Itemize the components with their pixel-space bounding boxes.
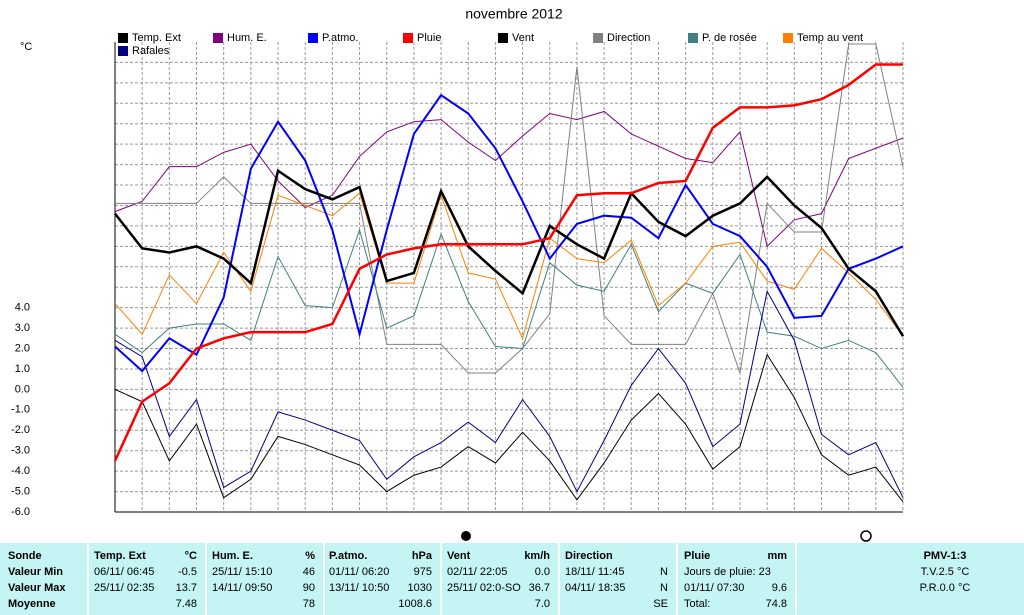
y-tick-label: 1.0: [15, 363, 30, 375]
legend-marker: [118, 33, 128, 43]
column-unit: km/h: [524, 550, 550, 562]
cell-value: 7.0: [535, 598, 550, 610]
row-label: Valeur Min: [8, 566, 63, 578]
cell-value: 36.7: [529, 582, 550, 594]
legend-label: Hum. E.: [227, 32, 267, 44]
legend-marker: [213, 33, 223, 43]
column-header: Pluie: [684, 550, 710, 562]
cell-label: 14/11/ 09:50: [212, 582, 272, 594]
table-background: [0, 543, 1024, 615]
cell-label: 25/11/ 02:35: [94, 582, 154, 594]
y-tick-label: 2.0: [15, 342, 30, 354]
y-tick-label: -6.0: [11, 506, 30, 518]
column-header: Vent: [447, 550, 471, 562]
legend-label: P. de rosée: [702, 32, 757, 44]
y-tick-label: -5.0: [11, 485, 30, 497]
row-label: Valeur Max: [8, 582, 66, 594]
cell-value: N: [660, 566, 668, 578]
cell-value: 9.6: [772, 582, 787, 594]
cell-value: 90: [303, 582, 315, 594]
series-line: [113, 63, 903, 462]
legend-marker: [498, 33, 508, 43]
moon-full: [461, 531, 471, 541]
row-label: Moyenne: [8, 598, 56, 610]
series-line: [114, 353, 904, 503]
cell-value: -0.5: [178, 566, 197, 578]
column-unit: °C: [185, 550, 197, 562]
legend-marker: [308, 33, 318, 43]
cell-value: 74.8: [766, 598, 787, 610]
pmv-line: T.V.2.5 °C: [921, 566, 970, 578]
y-tick-label: -3.0: [11, 445, 30, 457]
cell-value: 46: [303, 566, 315, 578]
cell-label: Jours de pluie: 23: [684, 566, 771, 578]
cell-label: Total:: [684, 598, 710, 610]
column-unit: %: [305, 550, 315, 562]
y-tick-label: -1.0: [11, 404, 30, 416]
legend-label: Vent: [512, 32, 534, 44]
legend-marker: [593, 33, 603, 43]
cell-label: 02/11/ 22:05: [447, 566, 507, 578]
y-tick-label: 4.0: [15, 302, 30, 314]
y-unit: °C: [20, 41, 32, 53]
y-tick-label: -4.0: [11, 465, 30, 477]
cell-label: 25/11/ 02:0-SO: [447, 582, 521, 594]
cell-value: SE: [653, 598, 668, 610]
cell-value: N: [660, 582, 668, 594]
legend-marker: [783, 33, 793, 43]
cell-label: 04/11/ 18:35: [565, 582, 625, 594]
cell-value: 1030: [408, 582, 432, 594]
cell-label: 06/11/ 06:45: [94, 566, 154, 578]
cell-label: 13/11/ 10:50: [329, 582, 389, 594]
legend-marker: [403, 33, 413, 43]
column-header: Direction: [565, 550, 613, 562]
series-line: [114, 168, 905, 337]
cell-label: 01/11/ 06:20: [329, 566, 389, 578]
legend-label: P.atmo.: [322, 32, 359, 44]
series-line: [114, 289, 904, 498]
legend-label: Temp au vent: [797, 32, 863, 44]
pmv-title: PMV-1:3: [924, 550, 967, 562]
cell-value: 78: [303, 598, 315, 610]
series-line: [114, 192, 904, 340]
legend-marker: [688, 33, 698, 43]
column-unit: hPa: [412, 550, 433, 562]
series-line: [114, 93, 904, 373]
legend-marker: [118, 46, 128, 56]
column-header: Hum. E.: [212, 550, 253, 562]
moon-new: [860, 530, 872, 542]
series-line: [114, 228, 904, 388]
legend-label: Pluie: [417, 32, 441, 44]
cell-label: 01/11/ 07:30: [684, 582, 744, 594]
y-tick-label: -2.0: [11, 424, 30, 436]
column-unit: mm: [767, 550, 787, 562]
legend-label: Direction: [607, 32, 650, 44]
cell-label: 25/11/ 15:10: [212, 566, 272, 578]
legend-label: Temp. Ext: [132, 32, 181, 44]
cell-value: 7.48: [176, 598, 197, 610]
cell-value: 975: [414, 566, 432, 578]
cell-value: 13.7: [176, 582, 197, 594]
cell-value: 1008.6: [398, 598, 432, 610]
legend-label: Rafales: [132, 45, 170, 57]
cell-label: 18/11/ 11:45: [565, 566, 625, 578]
chart-title: novembre 2012: [465, 6, 563, 22]
pmv-line: P.R.0.0 °C: [920, 582, 971, 594]
cell-value: 0.0: [535, 566, 550, 578]
series-line: [114, 110, 904, 248]
row-label: Sonde: [8, 550, 42, 562]
column-header: Temp. Ext: [94, 550, 146, 562]
y-tick-label: 0.0: [15, 383, 30, 395]
y-tick-label: 3.0: [15, 322, 30, 334]
series-line: [115, 43, 904, 374]
column-header: P.atmo.: [329, 550, 367, 562]
